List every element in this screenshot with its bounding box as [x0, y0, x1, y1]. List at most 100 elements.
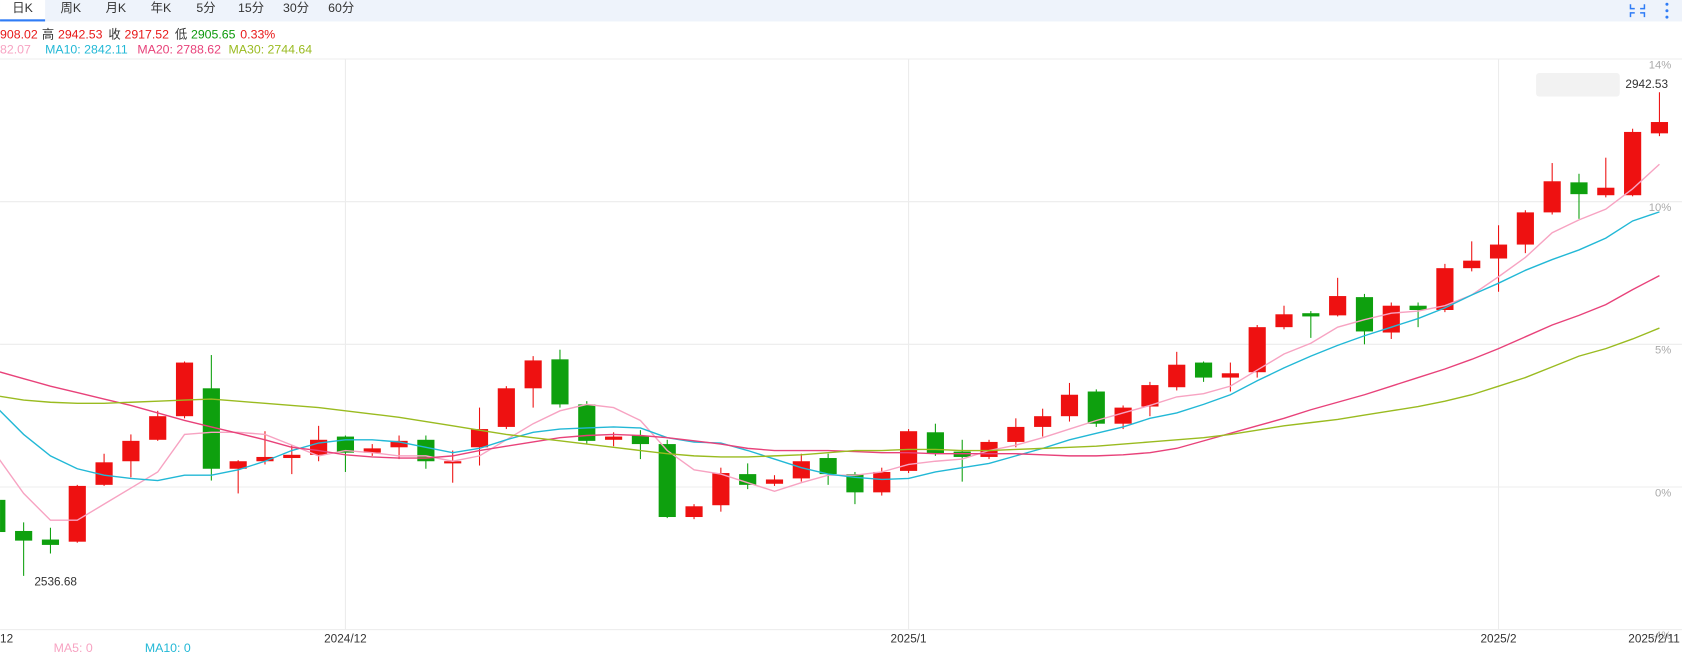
quote-item: 908.02 — [0, 28, 38, 42]
ma-legend: MA30: 2744.64 — [229, 43, 313, 57]
quote-item: 2917.52 — [124, 28, 169, 42]
candle-body — [497, 388, 515, 427]
candle-body — [256, 456, 274, 462]
candle-body — [765, 479, 784, 484]
candle-body — [363, 448, 381, 453]
y-tick-label: 14% — [1649, 59, 1672, 71]
tab[interactable]: 月K — [106, 1, 127, 15]
candle-body — [41, 539, 60, 545]
ma-line — [0, 275, 1660, 459]
low-annotation: 2536.68 — [34, 575, 77, 588]
dot — [1665, 15, 1669, 19]
candle-body — [1570, 182, 1588, 195]
candle-body — [1034, 416, 1052, 427]
candle-body — [605, 436, 623, 440]
ma-legend-bottom: MA10: 0 — [145, 641, 191, 654]
more-icon[interactable] — [1665, 2, 1669, 19]
tab[interactable]: 5分 — [196, 1, 215, 15]
candle-body — [1355, 297, 1374, 332]
tab[interactable]: 日K — [12, 1, 33, 15]
candle-body — [1248, 327, 1266, 373]
candle-body — [1489, 244, 1508, 259]
candle-body — [202, 388, 220, 469]
candle-body — [95, 462, 113, 485]
candle-body — [68, 485, 86, 542]
tab[interactable]: 60分 — [328, 1, 354, 15]
y-tick-label: 10% — [1649, 202, 1672, 214]
candle-body — [0, 499, 6, 533]
quote-item: 2905.65 — [191, 28, 236, 42]
candle-body — [229, 461, 247, 469]
candle-body — [175, 362, 194, 417]
candle-body — [444, 461, 462, 464]
ma-legend: MA10: 2842.11 — [45, 43, 128, 57]
ma-legend-bottom: MA5: 0 — [54, 641, 93, 654]
tab[interactable]: 30分 — [283, 1, 309, 15]
y-tick-label: -4% — [1651, 630, 1671, 642]
candle-body — [1194, 362, 1213, 378]
tab[interactable]: 周K — [61, 1, 82, 15]
candle-body — [551, 359, 569, 405]
candle-body — [1624, 131, 1642, 196]
candle-body — [122, 440, 140, 462]
candle-body — [1436, 268, 1454, 310]
candle-body — [1463, 260, 1481, 269]
icon — [1629, 4, 1646, 18]
candle-body — [390, 440, 408, 448]
candle-body — [1060, 394, 1079, 417]
ma-line — [0, 211, 1660, 482]
candle-body — [1221, 373, 1239, 378]
selected-tab-bg — [0, 0, 46, 22]
candle-body — [1168, 364, 1186, 388]
candle-body — [899, 431, 918, 471]
blurred-tag — [1536, 72, 1620, 97]
candle-body — [1007, 426, 1025, 442]
candle-body — [524, 360, 542, 389]
candle-body — [1141, 385, 1159, 407]
candle-body — [926, 432, 944, 454]
candle-body — [846, 474, 864, 493]
x-tick-label: 2025/1 — [891, 632, 927, 645]
candle-body — [1114, 407, 1132, 424]
candle-body — [819, 458, 837, 475]
tab[interactable]: 年K — [151, 1, 172, 15]
candle-body — [1650, 122, 1669, 134]
ma-legend: MA20: 2788.62 — [137, 43, 221, 57]
x-tick-label: 2025/2 — [1481, 632, 1517, 645]
dot — [1665, 2, 1669, 6]
candle-body — [792, 461, 810, 479]
candle-body — [873, 471, 891, 493]
fullscreen-icon[interactable] — [1629, 4, 1646, 18]
candle-body — [1516, 212, 1534, 245]
candle-body — [1543, 181, 1561, 213]
quote-item: 低 — [175, 28, 187, 42]
plot — [0, 92, 1669, 576]
ma-line — [0, 327, 1660, 458]
y-tick-label: 0% — [1655, 487, 1671, 499]
candle-body — [1409, 305, 1427, 310]
quote-item: 收 — [108, 28, 120, 42]
y-tick-label: 5% — [1655, 345, 1671, 357]
candle-body — [631, 435, 649, 445]
grid — [0, 58, 1682, 631]
quote-item: 高 — [42, 27, 54, 42]
candle-body — [739, 474, 757, 485]
ma-line — [0, 163, 1660, 521]
candle-body — [1275, 314, 1293, 328]
x-tick-label: 2024/12 — [324, 632, 367, 645]
candle-body — [1087, 391, 1105, 424]
dot — [1665, 9, 1669, 13]
high-annotation: 2942.53 — [1625, 78, 1668, 91]
candle-body — [470, 429, 489, 448]
candle-body — [1302, 313, 1320, 317]
x-tick-label: 12 — [0, 632, 13, 645]
selected-tab-underline — [0, 19, 46, 22]
tab[interactable]: 15分 — [238, 1, 264, 15]
toolbar — [0, 0, 1682, 22]
ma-legend: 82.07 — [0, 43, 31, 57]
candle-body — [685, 506, 703, 518]
candle-body — [578, 404, 596, 441]
